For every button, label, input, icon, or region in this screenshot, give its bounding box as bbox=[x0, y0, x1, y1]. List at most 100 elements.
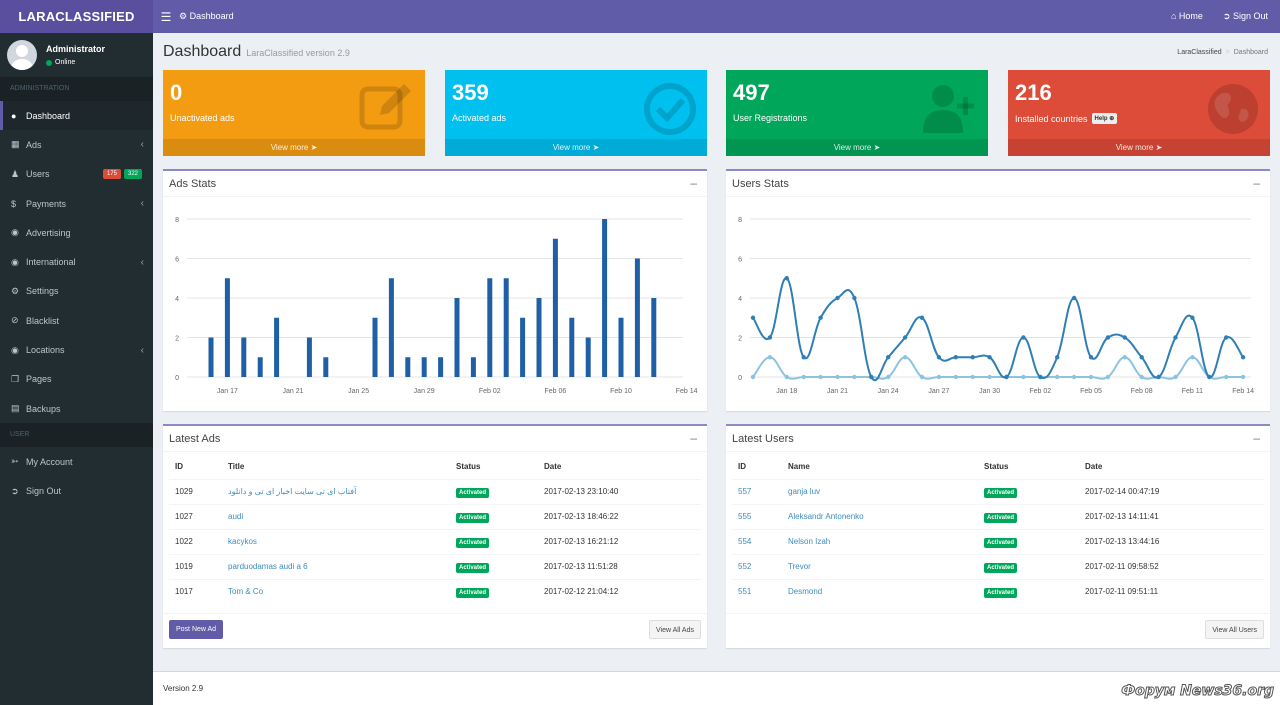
sign-out-link[interactable]: ➲ Sign Out bbox=[1223, 11, 1268, 22]
user-name-link[interactable]: Desmond bbox=[788, 587, 823, 597]
y-tick-label: 4 bbox=[175, 296, 179, 303]
data-point bbox=[1224, 374, 1229, 380]
bar bbox=[323, 357, 329, 377]
user-id-link[interactable]: 552 bbox=[738, 562, 752, 571]
status-badge: Activated bbox=[456, 513, 490, 523]
view-more-label: View more bbox=[1115, 143, 1154, 152]
post-new-ad-button[interactable]: Post New Ad bbox=[169, 620, 224, 639]
x-tick-label: Jan 25 bbox=[348, 388, 369, 395]
view-more-link[interactable]: View more ➤ bbox=[1008, 139, 1270, 156]
data-point bbox=[886, 374, 891, 380]
user-id-link[interactable]: 555 bbox=[738, 512, 752, 521]
user-name-link[interactable]: ganja luv bbox=[788, 487, 821, 496]
view-more-label: View more bbox=[833, 143, 872, 152]
bar bbox=[470, 357, 476, 377]
y-tick-label: 0 bbox=[175, 375, 179, 382]
sidebar-item-users[interactable]: ♟ Users 175 322 bbox=[0, 160, 153, 189]
home-link[interactable]: ⌂ Home bbox=[1171, 11, 1203, 22]
sidebar-item-advertising[interactable]: ◉ Advertising bbox=[0, 218, 153, 247]
view-more-link[interactable]: View more ➤ bbox=[726, 139, 988, 156]
collapse-icon[interactable]: – bbox=[1253, 176, 1260, 190]
status-badge: Activated bbox=[984, 563, 1018, 573]
sidebar-item-pages[interactable]: ❐ Pages bbox=[0, 365, 153, 394]
data-point bbox=[852, 295, 857, 301]
view-all-ads-button[interactable]: View All Ads bbox=[648, 620, 701, 639]
column-header: Title bbox=[228, 461, 245, 471]
user-name-link[interactable]: Aleksandr Antonenko bbox=[788, 512, 864, 521]
box-label: Installed countries Help ⊕ bbox=[1015, 113, 1118, 124]
breadcrumb-current: Dashboard bbox=[1233, 49, 1268, 56]
status-badge: Activated bbox=[456, 563, 490, 573]
app-logo[interactable]: LARACLASSIFIED bbox=[0, 0, 153, 33]
data-point bbox=[750, 315, 756, 320]
bar bbox=[372, 317, 378, 377]
status-badge: Activated bbox=[984, 488, 1018, 498]
sidebar-item-sign-out[interactable]: ➲ Sign Out bbox=[0, 477, 153, 506]
online-dot-icon bbox=[46, 59, 52, 66]
x-tick-label: Feb 06 bbox=[545, 388, 567, 395]
table-row: 551 Desmond Activated 2017-02-11 09:51:11 bbox=[732, 578, 1264, 604]
panel-title: Users Stats bbox=[732, 177, 789, 190]
ad-title-link[interactable]: kacykos bbox=[228, 537, 257, 546]
box-label-text: Unactivated ads bbox=[170, 113, 235, 123]
breadcrumb-root[interactable]: LaraClassified bbox=[1177, 49, 1222, 56]
column-header: ID bbox=[738, 461, 746, 471]
ad-date: 2017-02-12 21:04:12 bbox=[538, 578, 701, 604]
data-point bbox=[1207, 374, 1212, 380]
user-panel: Administrator Online bbox=[0, 33, 153, 77]
sidebar-item-international[interactable]: ◉ International ‹ bbox=[0, 247, 153, 276]
sidebar-item-my-account[interactable]: ➳ My Account bbox=[0, 447, 153, 476]
sidebar-item-blacklist[interactable]: ⊘ Blacklist bbox=[0, 306, 153, 335]
data-point bbox=[1038, 374, 1043, 380]
collapse-icon[interactable]: – bbox=[1253, 431, 1260, 445]
view-more-link[interactable]: View more ➤ bbox=[445, 139, 707, 156]
ad-id: 1017 bbox=[169, 578, 222, 604]
collapse-icon[interactable]: – bbox=[690, 176, 697, 190]
sidebar-item-settings[interactable]: ⚙ Settings bbox=[0, 277, 153, 306]
box-label: Unactivated ads bbox=[170, 113, 235, 123]
data-point bbox=[784, 374, 789, 380]
help-button[interactable]: Help ⊕ bbox=[1091, 113, 1118, 124]
user-name-link[interactable]: Nelson Izah bbox=[788, 537, 831, 546]
user-id-link[interactable]: 551 bbox=[738, 587, 752, 597]
ad-date: 2017-02-13 18:46:22 bbox=[538, 503, 701, 529]
view-more-label: View more bbox=[552, 143, 591, 152]
ad-title-link[interactable]: Tom & Co bbox=[228, 587, 264, 597]
topbar-dashboard-link[interactable]: ⚙ Dashboard bbox=[179, 11, 234, 22]
database-icon: ▤ bbox=[11, 403, 20, 414]
user-name-link[interactable]: Trevor bbox=[788, 562, 811, 571]
collapse-icon[interactable]: – bbox=[690, 431, 697, 445]
sidebar-item-ads[interactable]: ▦ Ads ‹ bbox=[0, 130, 153, 159]
y-tick-label: 6 bbox=[738, 257, 742, 264]
user-id-link[interactable]: 557 bbox=[738, 487, 752, 496]
gear-icon: ⚙ bbox=[11, 285, 20, 296]
bar bbox=[454, 298, 460, 377]
data-point bbox=[1139, 355, 1144, 360]
sidebar-item-payments[interactable]: $ Payments ‹ bbox=[0, 189, 153, 218]
chevron-left-icon: ‹ bbox=[140, 198, 144, 210]
data-point bbox=[902, 355, 908, 360]
data-point bbox=[818, 315, 823, 320]
ad-title-link[interactable]: parduodamas audi a 6 bbox=[228, 562, 308, 571]
data-point bbox=[936, 355, 942, 360]
column-header: Name bbox=[788, 461, 810, 471]
footer-version: Version 2.9 bbox=[163, 684, 204, 693]
view-more-link[interactable]: View more ➤ bbox=[163, 139, 425, 156]
ad-title-link[interactable]: آفتاب ای تی سایت اخبار ای تی و دانلود bbox=[228, 487, 357, 496]
sidebar-item-locations[interactable]: ◉ Locations ‹ bbox=[0, 335, 153, 364]
sidebar-item-backups[interactable]: ▤ Backups bbox=[0, 394, 153, 423]
data-point bbox=[1004, 374, 1009, 380]
sidebar-item-label: Backups bbox=[26, 403, 61, 414]
data-point bbox=[902, 335, 908, 340]
sidebar-item-dashboard[interactable]: ● Dashboard bbox=[0, 101, 153, 131]
bar bbox=[224, 278, 230, 377]
view-all-users-button[interactable]: View All Users bbox=[1205, 620, 1264, 639]
data-point bbox=[1139, 374, 1144, 380]
bar bbox=[487, 278, 493, 377]
x-tick-label: Jan 21 bbox=[282, 388, 303, 395]
users-unactivated-badge: 175 bbox=[102, 169, 121, 180]
menu-toggle-icon[interactable]: ☰ bbox=[160, 9, 172, 24]
user-id-link[interactable]: 554 bbox=[738, 537, 752, 546]
users-stats-panel: Users Stats – 0 2 4 6 8 Jan 18 Jan 21 Jan 24 Jan… bbox=[726, 169, 1270, 411]
ad-title-link[interactable]: audi bbox=[228, 512, 244, 521]
